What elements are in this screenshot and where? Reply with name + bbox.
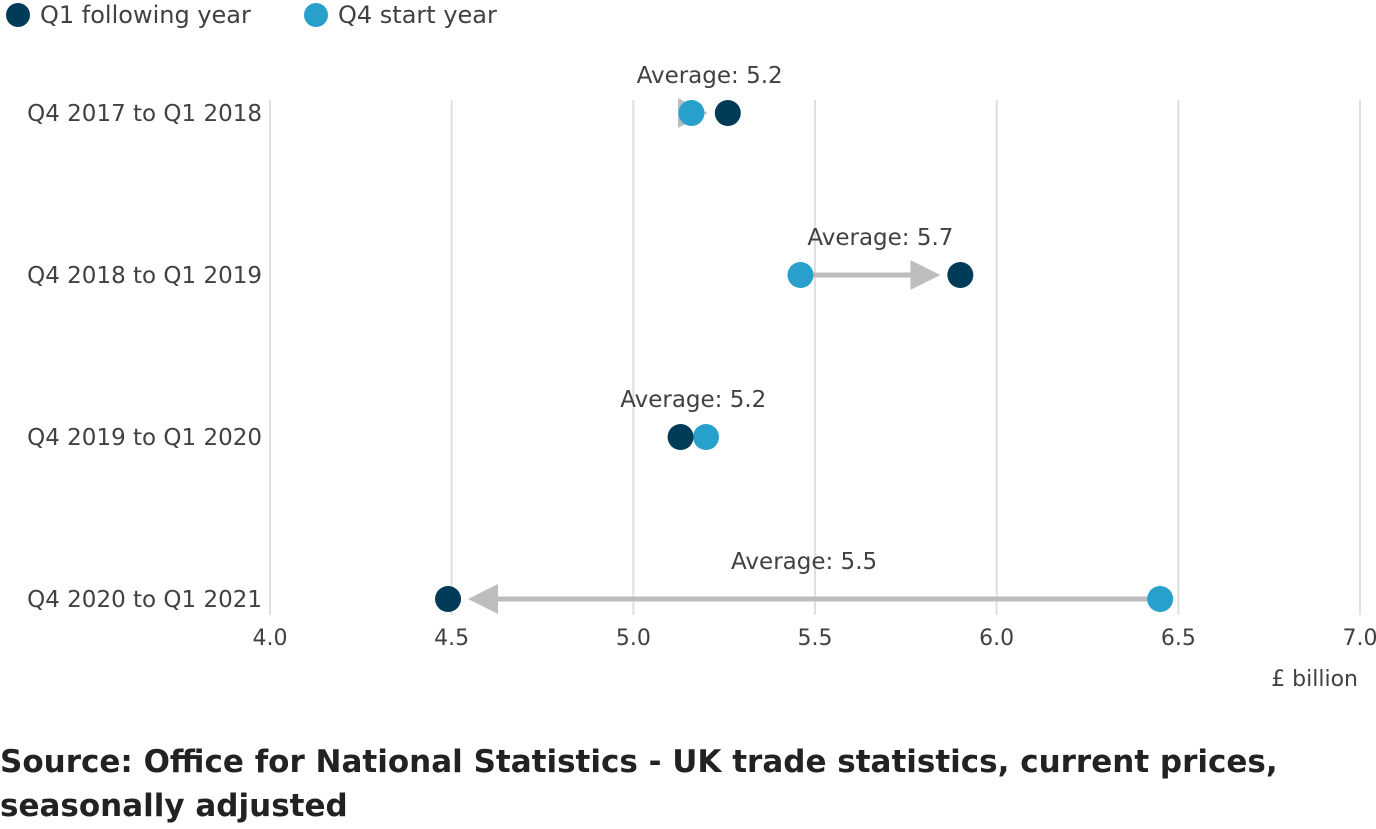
x-tick-label-1: 4.5	[434, 626, 469, 651]
q1-following-dot-1	[947, 262, 974, 288]
category-label-1: Q4 2018 to Q1 2019	[27, 263, 262, 289]
q1-following-dot-3	[435, 586, 462, 612]
chart-gridlines	[269, 100, 1361, 615]
x-tick-label-3: 5.5	[798, 626, 833, 651]
x-tick-label-2: 5.0	[616, 626, 651, 651]
average-label-3: Average: 5.5	[731, 549, 877, 575]
legend-swatch-1	[304, 3, 328, 27]
x-axis: 4.0 4.5 5.0 5.5 6.0 6.5 7.0	[253, 626, 1376, 651]
q1-following-dot-2	[667, 424, 694, 450]
q4-start-dot-0	[678, 100, 705, 126]
chart-legend: Q1 following year Q4 start year	[6, 1, 497, 29]
source-note: Source: Office for National Statistics -…	[0, 744, 1278, 824]
legend-label-1: Q4 start year	[338, 1, 497, 29]
q4-start-dot-3	[1147, 586, 1174, 612]
q4-start-dot-1	[787, 262, 814, 288]
dumbbell-chart: Q1 following year Q4 start year Q4 2017 t…	[6, 1, 1376, 692]
x-tick-label-6: 7.0	[1343, 626, 1376, 651]
legend-swatch-0	[6, 3, 30, 27]
average-label-1: Average: 5.7	[807, 225, 953, 251]
legend-label-0: Q1 following year	[40, 1, 251, 29]
category-label-0: Q4 2017 to Q1 2018	[27, 101, 262, 127]
category-label-3: Q4 2020 to Q1 2021	[27, 587, 262, 613]
average-label-0: Average: 5.2	[637, 63, 783, 89]
x-tick-label-4: 6.0	[979, 626, 1014, 651]
q4-start-dot-2	[693, 424, 719, 450]
q1-following-dot-0	[714, 100, 741, 126]
x-axis-unit-label: £ billion	[1271, 667, 1358, 692]
category-axis: Q4 2017 to Q1 2018 Q4 2018 to Q1 2019 Q4 2…	[27, 101, 262, 613]
chart-marks: Average: 5.2 Average: 5.7 Average: 5.2 Aver…	[435, 63, 1174, 614]
x-tick-label-5: 6.5	[1161, 626, 1196, 651]
average-label-2: Average: 5.2	[620, 387, 766, 413]
category-label-2: Q4 2019 to Q1 2020	[27, 425, 262, 451]
x-tick-label-0: 4.0	[253, 626, 288, 651]
